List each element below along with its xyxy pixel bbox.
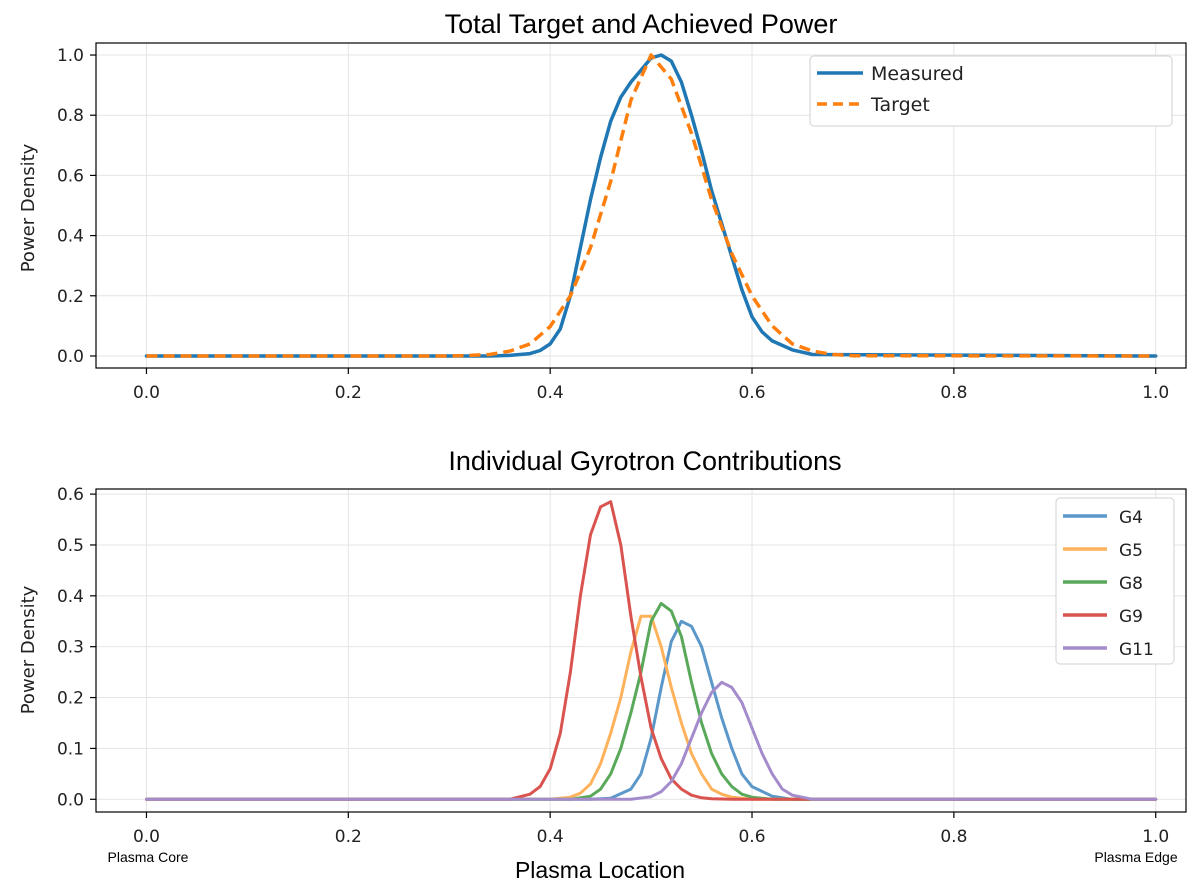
y-tick-label: 0.5 — [57, 536, 84, 556]
x-axis-label-bottom: Plasma Location — [515, 857, 685, 883]
y-tick-label: 0.6 — [57, 485, 84, 505]
panel-total-power: Total Target and Achieved Power 0.0 0.2 0.… — [18, 9, 1187, 403]
y-tick-label: 0.3 — [57, 638, 84, 658]
x-tick-label: 0.8 — [940, 827, 967, 847]
x-ticks-bottom: 0.0 0.2 0.4 0.6 0.8 1.0 — [133, 812, 1169, 847]
legend-label-g5: G5 — [1119, 541, 1143, 561]
x-tick-label: 1.0 — [1142, 827, 1169, 847]
legend-label-g9: G9 — [1119, 607, 1143, 627]
annotation-plasma-edge: Plasma Edge — [1094, 849, 1177, 865]
x-tick-label: 0.0 — [133, 827, 160, 847]
x-ticks-top: 0.0 0.2 0.4 0.6 0.8 1.0 — [133, 368, 1169, 403]
panel-gyrotron-contributions: Individual Gyrotron Contributions 0.0 0.2… — [18, 446, 1187, 883]
y-tick-label: 0.4 — [57, 587, 84, 607]
series-line-g4 — [145, 619, 1158, 801]
y-ticks-bottom: 0.0 0.1 0.2 0.3 0.4 0.5 0.6 — [57, 485, 96, 810]
y-tick-label: 0.2 — [57, 287, 84, 307]
legend-box-bottom — [1055, 497, 1175, 665]
y-tick-label: 0.4 — [57, 227, 84, 247]
series-line-g5 — [145, 614, 1158, 801]
legend-label-g4: G4 — [1119, 508, 1143, 528]
x-tick-label: 0.4 — [537, 827, 564, 847]
series-line-target — [146, 53, 1156, 358]
legend-top: Measured Target — [809, 55, 1173, 127]
x-tick-label: 0.4 — [537, 383, 564, 403]
y-ticks-top: 0.0 0.2 0.4 0.6 0.8 1.0 — [57, 46, 96, 367]
chart-title-bottom: Individual Gyrotron Contributions — [448, 446, 841, 476]
y-axis-label-top: Power Density — [18, 143, 39, 272]
plot-frame-bottom — [95, 488, 1187, 813]
legend-label-measured: Measured — [871, 63, 964, 85]
grid-bottom — [96, 489, 1186, 812]
legend-bottom: G4 G5 G8 G9 G11 — [1055, 497, 1175, 665]
series-top — [144, 53, 1158, 358]
legend-label-g8: G8 — [1119, 574, 1143, 594]
x-tick-label: 0.6 — [738, 383, 765, 403]
series-line-g9 — [145, 500, 1158, 801]
plot-frame-top — [95, 42, 1187, 369]
annotation-plasma-core: Plasma Core — [108, 849, 189, 865]
y-tick-label: 0.0 — [57, 347, 84, 367]
y-tick-label: 0.1 — [57, 739, 84, 759]
x-tick-label: 1.0 — [1142, 383, 1169, 403]
y-tick-label: 0.6 — [57, 166, 84, 186]
y-tick-label: 1.0 — [57, 46, 84, 66]
legend-box-top — [809, 55, 1173, 127]
series-line-g11 — [145, 680, 1158, 801]
series-line-g8 — [145, 601, 1158, 801]
y-tick-label: 0.8 — [57, 106, 84, 126]
x-tick-label: 0.6 — [738, 827, 765, 847]
y-tick-label: 0.2 — [57, 689, 84, 709]
x-tick-label: 0.8 — [940, 383, 967, 403]
series-bottom — [145, 500, 1158, 801]
legend-label-target: Target — [870, 94, 930, 116]
chart-title-top: Total Target and Achieved Power — [445, 9, 838, 39]
y-tick-label: 0.0 — [57, 790, 84, 810]
x-tick-label: 0.0 — [133, 383, 160, 403]
y-axis-label-bottom: Power Density — [18, 585, 39, 714]
x-tick-label: 0.2 — [335, 827, 362, 847]
legend-label-g11: G11 — [1119, 640, 1154, 660]
x-tick-label: 0.2 — [335, 383, 362, 403]
